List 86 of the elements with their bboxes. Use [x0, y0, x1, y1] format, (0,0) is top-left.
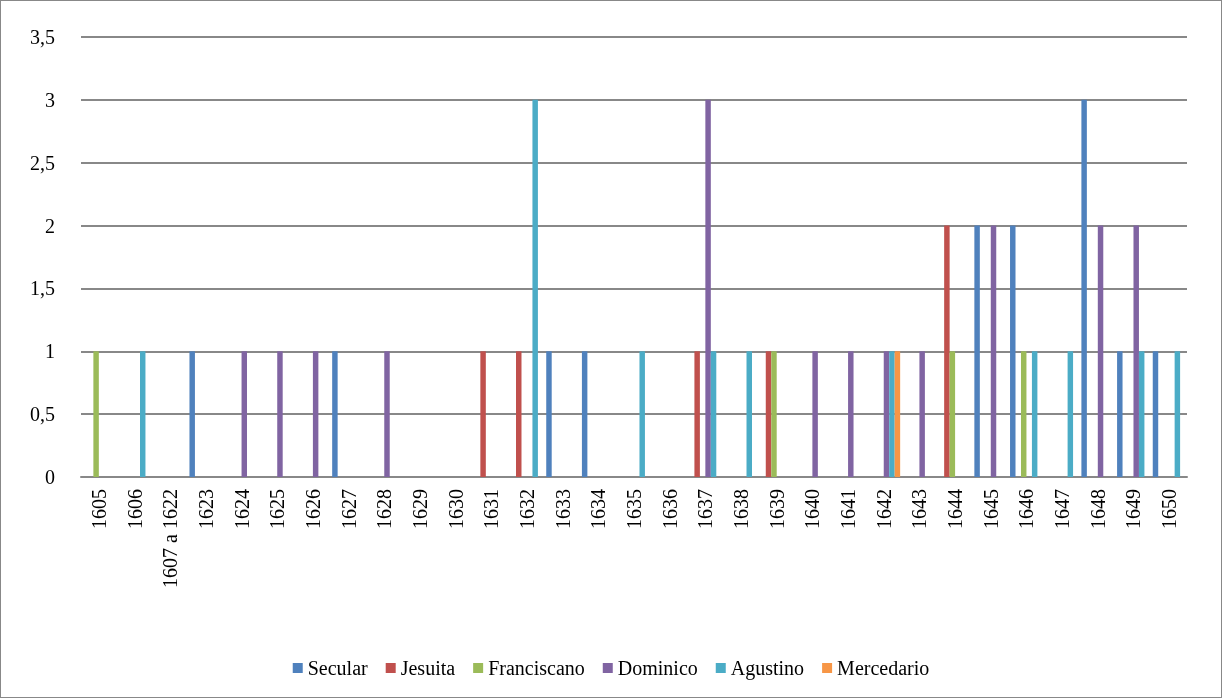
- x-tick-label: 1637: [694, 489, 717, 529]
- bar: [944, 225, 950, 477]
- bar: [949, 351, 956, 477]
- x-tick-label: 1627: [337, 489, 360, 529]
- bar: [581, 351, 588, 477]
- y-tick-label: 0: [45, 466, 55, 488]
- bar: [312, 351, 319, 477]
- x-tick-label: 1633: [551, 489, 574, 529]
- bar: [1174, 351, 1181, 477]
- x-tick-label: 1606: [123, 489, 146, 529]
- bar: [241, 351, 248, 477]
- bar: [1081, 99, 1087, 477]
- bar: [694, 351, 700, 477]
- legend-label: Franciscano: [488, 657, 585, 679]
- x-tick-label: 1624: [230, 489, 253, 529]
- bar: [480, 351, 486, 477]
- x-tick-label: 1635: [623, 489, 645, 529]
- bar: [1152, 351, 1159, 477]
- bar: [532, 99, 538, 477]
- x-tick-label: 1629: [408, 489, 431, 529]
- bar: [883, 351, 890, 477]
- y-tick-label: 1: [45, 340, 55, 363]
- x-tick-label: 1607 a 1622: [159, 489, 182, 588]
- y-tick-label: 3: [45, 88, 55, 111]
- x-tick-label: 1625: [266, 489, 289, 529]
- y-tick-label: 3,5: [30, 26, 55, 48]
- bar: [1031, 351, 1038, 477]
- bar: [516, 351, 522, 477]
- bar: [1117, 351, 1123, 477]
- bar: [546, 351, 552, 477]
- y-tick-label: 2: [45, 214, 55, 237]
- bar: [974, 225, 980, 477]
- x-tick-label: 1649: [1122, 489, 1145, 529]
- bar: [919, 351, 925, 477]
- bar: [771, 351, 777, 477]
- x-tick-label: 1647: [1051, 489, 1074, 529]
- x-tick-label: 1626: [301, 489, 324, 529]
- x-tick-label: 1632: [515, 489, 538, 529]
- x-tick-label: 1638: [730, 489, 753, 529]
- x-tick-label: 1605: [87, 489, 110, 529]
- y-tick-label: 2,5: [30, 151, 55, 174]
- bar: [277, 351, 283, 477]
- x-tick-label: 1642: [872, 489, 895, 529]
- x-tick-label: 1631: [480, 489, 503, 529]
- bar: [765, 351, 772, 477]
- legend-label: Dominico: [617, 657, 698, 679]
- bar: [1020, 351, 1027, 477]
- x-tick-label: 1636: [658, 489, 681, 529]
- bar: [746, 351, 752, 477]
- bar: [139, 351, 146, 477]
- bar: [189, 351, 195, 477]
- x-tick-label: 1628: [373, 489, 396, 529]
- bar: [93, 351, 99, 477]
- x-tick-label: 1640: [801, 489, 824, 529]
- bar: [384, 351, 390, 477]
- bar: [990, 225, 997, 477]
- legend-label: Mercedario: [837, 657, 930, 679]
- x-tick-label: 1634: [587, 489, 610, 529]
- bar: [889, 351, 895, 477]
- bar: [848, 351, 854, 477]
- x-tick-label: 1644: [944, 489, 967, 529]
- x-tick-label: 1643: [908, 489, 931, 529]
- legend-label: Jesuita: [400, 657, 456, 679]
- bar: [1097, 225, 1104, 477]
- bar: [1138, 351, 1145, 477]
- bar: [1010, 225, 1016, 477]
- bar: [812, 351, 818, 477]
- bar: [332, 351, 338, 477]
- x-tick-label: 1650: [1158, 489, 1181, 529]
- bar: [894, 351, 901, 477]
- y-tick-label: 0,5: [30, 403, 55, 426]
- x-tick-label: 1646: [1015, 489, 1038, 529]
- x-tick-label: 1639: [765, 489, 788, 529]
- x-tick-label: 1623: [194, 489, 217, 529]
- legend-label: Secular: [307, 657, 369, 679]
- bar: [710, 351, 717, 477]
- legend-label: Agustino: [730, 657, 805, 680]
- x-tick-label: 1630: [444, 489, 467, 529]
- y-tick-label: 1,5: [30, 277, 55, 300]
- bar: [1133, 225, 1139, 477]
- bar: [1067, 351, 1074, 477]
- x-tick-label: 1645: [979, 489, 1002, 529]
- bar: [639, 351, 645, 477]
- x-tick-label: 1641: [837, 489, 860, 529]
- bar: [705, 99, 711, 477]
- x-tick-label: 1648: [1086, 489, 1109, 529]
